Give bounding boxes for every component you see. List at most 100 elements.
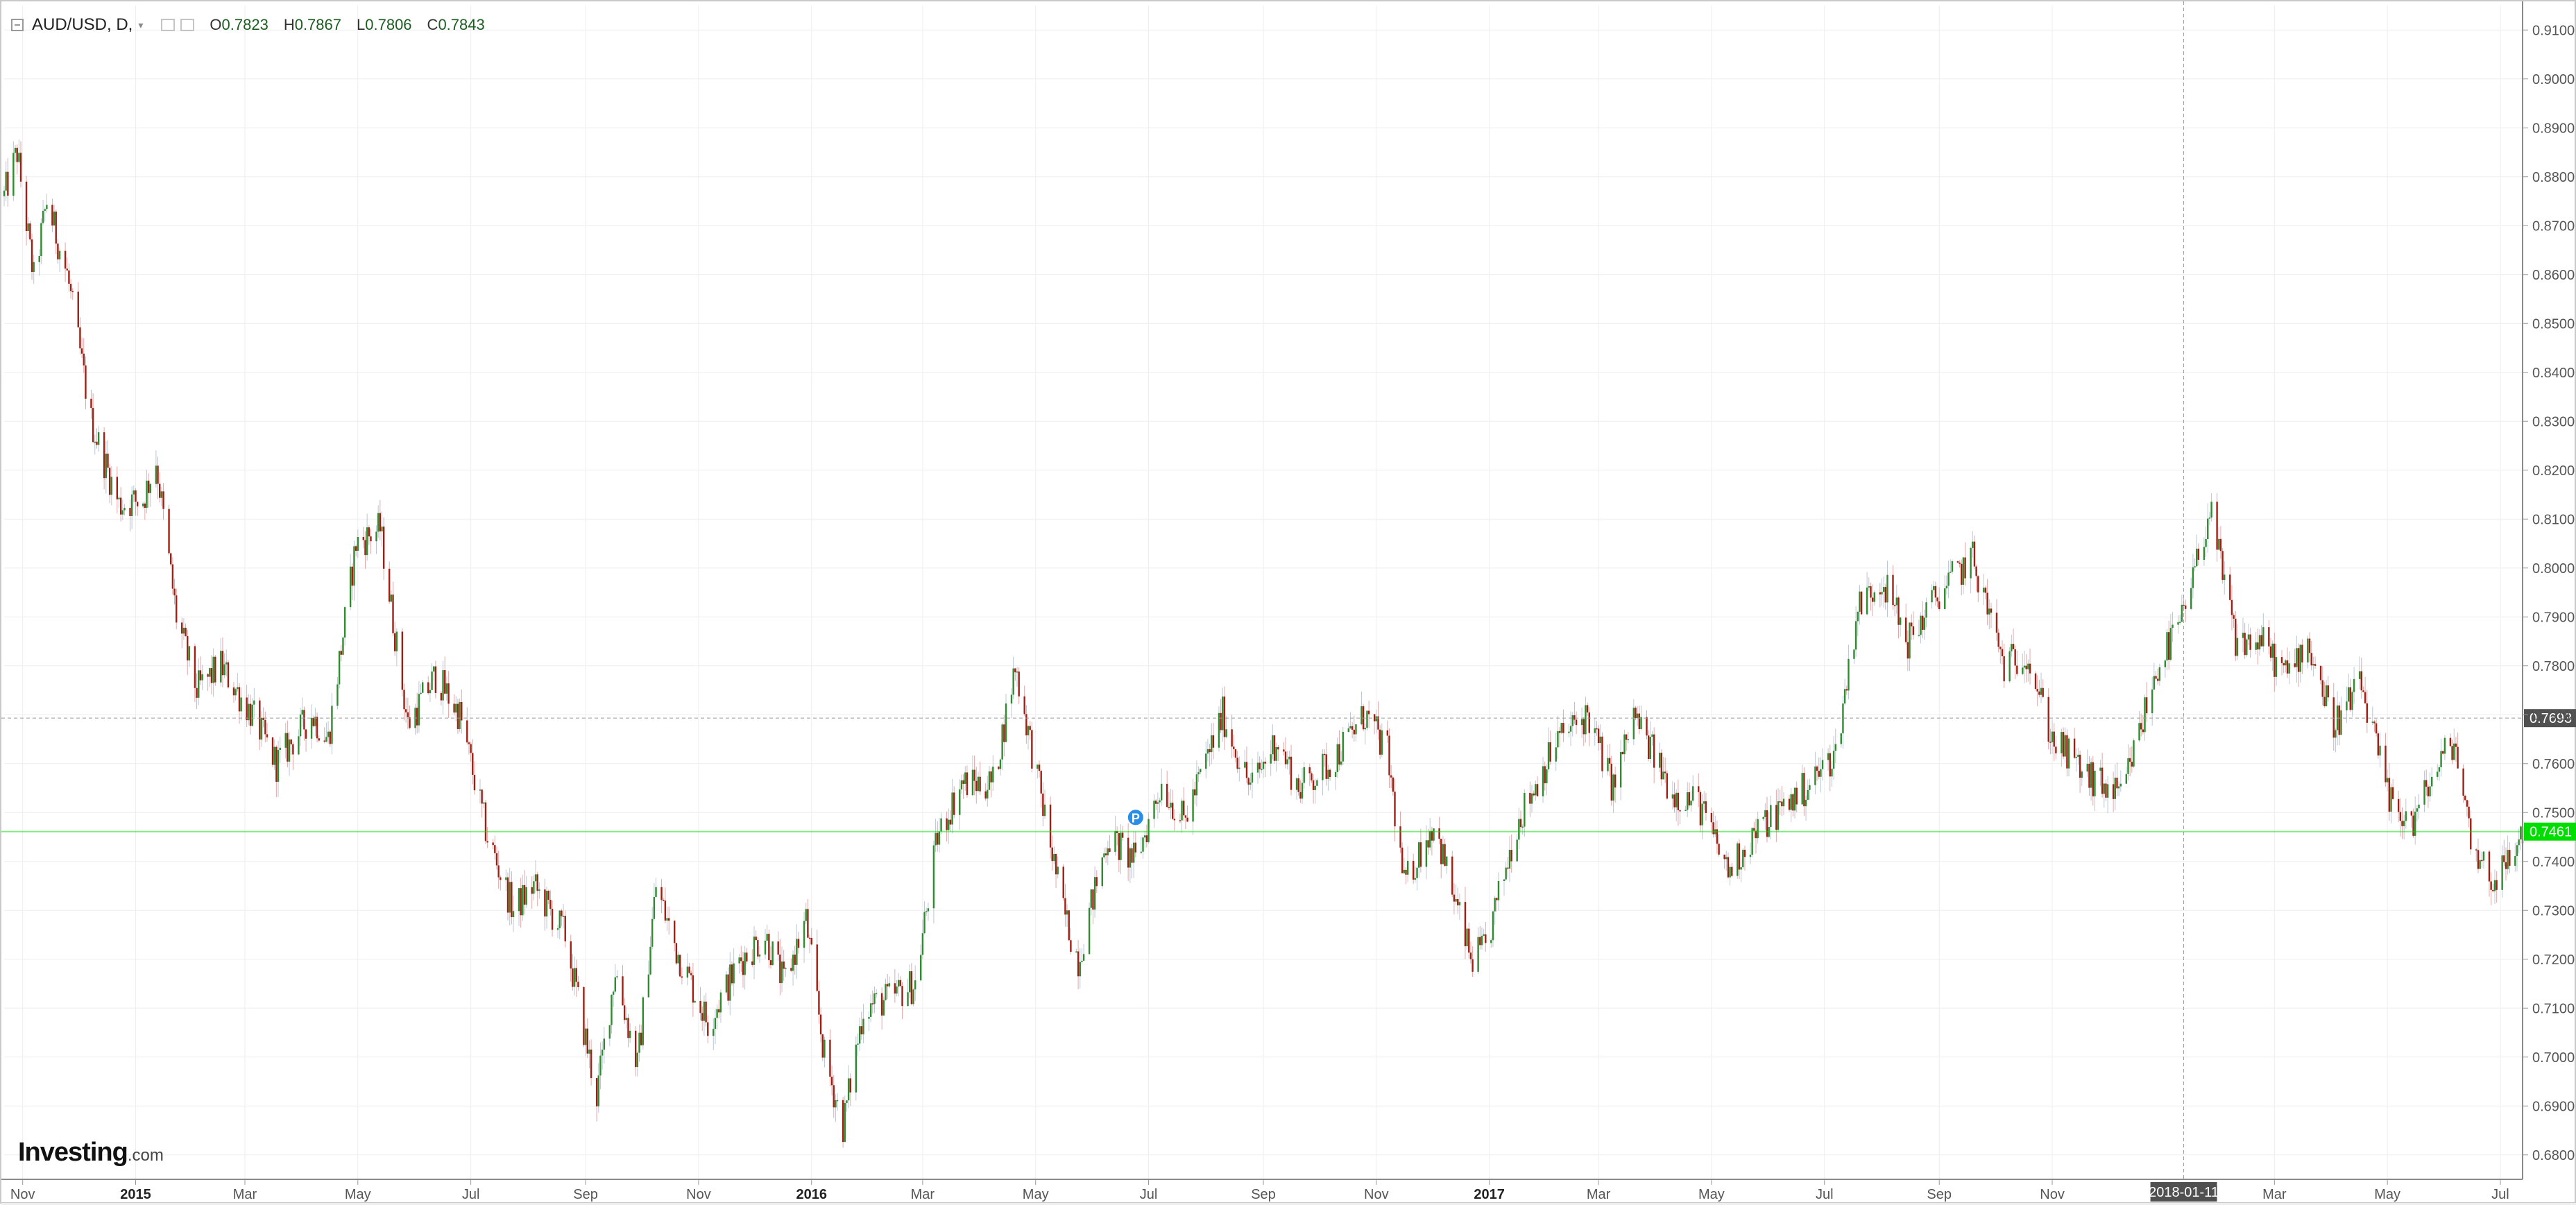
settings-icon[interactable] bbox=[161, 19, 176, 31]
candle bbox=[2449, 733, 2452, 747]
candle-body bbox=[1549, 742, 1551, 762]
candle bbox=[1301, 767, 1304, 804]
candle-body bbox=[2346, 701, 2348, 711]
candle-body bbox=[522, 884, 524, 916]
candle bbox=[836, 1093, 839, 1111]
candle-body bbox=[447, 683, 450, 704]
candle bbox=[663, 898, 665, 902]
candle bbox=[990, 767, 992, 798]
symbol-label[interactable]: AUD/USD, D, bbox=[32, 15, 133, 34]
candle-body bbox=[675, 943, 678, 964]
candle bbox=[1585, 696, 1587, 743]
candle-body bbox=[1690, 801, 1692, 805]
candle-body bbox=[1340, 761, 1342, 765]
candle-body bbox=[149, 484, 152, 493]
candle-body bbox=[575, 968, 577, 982]
candle bbox=[1223, 686, 1226, 750]
candle-body bbox=[1419, 842, 1422, 867]
candle bbox=[1658, 742, 1661, 773]
candle-body bbox=[1524, 792, 1526, 827]
candle-body bbox=[1220, 712, 1222, 730]
candle bbox=[31, 233, 33, 280]
y-tick-label: 0.7000 bbox=[2532, 1050, 2575, 1066]
candle bbox=[1860, 591, 1863, 615]
candle bbox=[1594, 718, 1596, 746]
y-tick-label: 0.8800 bbox=[2532, 170, 2575, 185]
candle bbox=[377, 505, 379, 538]
candle-body bbox=[1131, 848, 1133, 863]
candle bbox=[1755, 819, 1757, 854]
candle-body bbox=[1962, 557, 1965, 585]
candle bbox=[1469, 941, 1472, 964]
candle bbox=[538, 882, 540, 899]
candle bbox=[705, 993, 707, 1027]
candle-body bbox=[2308, 638, 2311, 653]
candle-body bbox=[1529, 792, 1531, 804]
candle bbox=[2470, 810, 2472, 855]
candle bbox=[64, 242, 67, 282]
candle bbox=[251, 698, 253, 727]
candle-body bbox=[468, 742, 470, 744]
candle bbox=[1157, 792, 1159, 819]
candle bbox=[2390, 783, 2392, 823]
current-price-badge bbox=[2524, 822, 2576, 841]
candle-body bbox=[612, 991, 615, 995]
logo-text: Investing bbox=[18, 1138, 128, 1167]
caret-down-icon[interactable]: ▾ bbox=[138, 19, 144, 31]
candle-body bbox=[1390, 775, 1392, 778]
candle bbox=[551, 900, 554, 937]
candle bbox=[2490, 872, 2492, 905]
candle-body bbox=[108, 468, 111, 495]
candle-body bbox=[2283, 663, 2285, 666]
candle-body bbox=[2453, 743, 2455, 760]
candle bbox=[2325, 679, 2328, 707]
candle bbox=[2481, 851, 2483, 869]
candle bbox=[118, 495, 120, 509]
candle bbox=[1406, 846, 1409, 882]
candle-body bbox=[858, 1026, 861, 1044]
candle bbox=[1468, 922, 1470, 959]
candle-body bbox=[1503, 879, 1505, 881]
collapse-icon[interactable] bbox=[11, 19, 24, 31]
candle bbox=[210, 655, 213, 694]
candle bbox=[1653, 727, 1655, 784]
candle bbox=[1530, 785, 1533, 812]
candle-body bbox=[116, 477, 119, 499]
candle bbox=[57, 239, 59, 264]
candle bbox=[249, 694, 252, 735]
candle bbox=[162, 483, 164, 520]
candle bbox=[1205, 742, 1207, 779]
candle bbox=[2401, 807, 2403, 839]
candle bbox=[2081, 769, 2083, 787]
candle-body bbox=[331, 706, 333, 744]
candle-body bbox=[1095, 877, 1098, 887]
candle-body bbox=[2468, 806, 2470, 819]
close-icon[interactable] bbox=[180, 19, 195, 31]
candle bbox=[701, 1006, 703, 1032]
candle bbox=[2340, 696, 2342, 735]
candle-body bbox=[1918, 635, 1920, 636]
candle-body bbox=[1988, 608, 1990, 615]
candle-body bbox=[797, 939, 800, 948]
candle bbox=[1507, 857, 1509, 878]
candle bbox=[2493, 869, 2496, 905]
investing-logo[interactable]: Investing.com bbox=[18, 1138, 164, 1168]
candle-body bbox=[2112, 784, 2115, 799]
candle-body bbox=[1014, 668, 1016, 673]
candle bbox=[409, 706, 411, 730]
candle-body bbox=[90, 398, 92, 409]
candle-body bbox=[2285, 660, 2287, 666]
candle-body bbox=[1200, 769, 1202, 773]
candle bbox=[370, 529, 372, 554]
candle bbox=[1923, 609, 1926, 640]
candle-body bbox=[85, 365, 87, 399]
candle bbox=[404, 697, 407, 723]
candle bbox=[155, 450, 157, 488]
candle-body bbox=[625, 1018, 628, 1020]
candle bbox=[584, 1023, 587, 1057]
candle bbox=[1390, 764, 1392, 788]
candle bbox=[547, 889, 549, 905]
candle-body bbox=[353, 546, 355, 586]
